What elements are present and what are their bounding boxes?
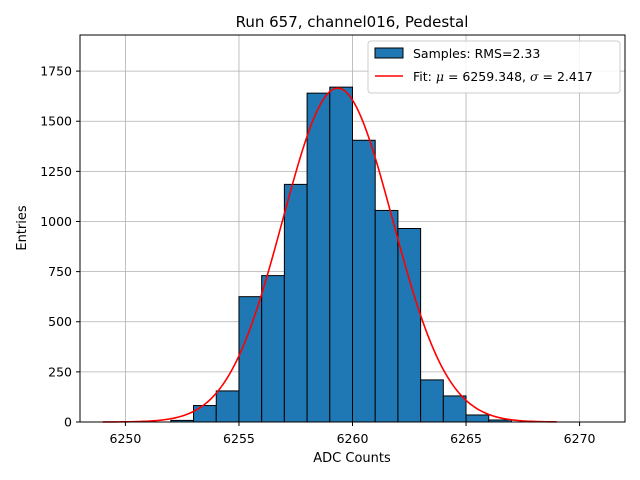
histogram-bar [420, 379, 444, 423]
x-tick-label: 6250 [110, 431, 142, 446]
histogram-bar [215, 390, 240, 423]
x-tick-label: 6270 [564, 431, 596, 446]
histogram-bar [329, 86, 353, 423]
y-tick-label: 500 [48, 314, 72, 329]
legend-histogram-label: Samples: RMS=2.33 [413, 46, 540, 61]
histogram-bar [397, 228, 422, 423]
y-axis-label: Entries [15, 205, 30, 251]
x-axis-label: ADC Counts [313, 451, 391, 466]
x-tick-label: 6255 [223, 431, 255, 446]
y-tick-label: 750 [48, 264, 72, 279]
legend: Samples: RMS=2.33 Fit: μ = 6259.348, σ =… [367, 40, 621, 94]
histogram-bar [261, 275, 285, 423]
chart-title: Run 657, channel016, Pedestal [236, 13, 469, 31]
histogram-bar [283, 183, 308, 423]
y-tick-label: 1500 [40, 114, 72, 129]
histogram-bar [465, 414, 490, 423]
y-tick-label: 0 [64, 415, 72, 430]
histogram-bar [193, 405, 217, 423]
y-axis-ticks: 0 250 500 750 1000 1250 1500 1750 [40, 64, 80, 430]
fit-curve [102, 87, 557, 423]
y-tick-label: 250 [48, 364, 72, 379]
histogram-bars [170, 86, 512, 423]
y-tick-label: 1250 [40, 164, 72, 179]
legend-histogram-swatch [374, 47, 404, 59]
histogram-bar [238, 296, 263, 423]
x-tick-label: 6260 [337, 431, 369, 446]
histogram-bar [374, 209, 399, 423]
x-tick-label: 6265 [450, 431, 482, 446]
histogram-bar [442, 395, 467, 423]
histogram-bar [306, 92, 331, 423]
y-tick-label: 1750 [40, 64, 72, 79]
x-axis-ticks: 6250 6255 6260 6265 6270 [110, 422, 596, 446]
y-tick-label: 1000 [40, 214, 72, 229]
legend-fit-label: Fit: μ = 6259.348, σ = 2.417 [413, 69, 593, 84]
legend-box [367, 40, 621, 94]
histogram-bar [352, 139, 376, 423]
